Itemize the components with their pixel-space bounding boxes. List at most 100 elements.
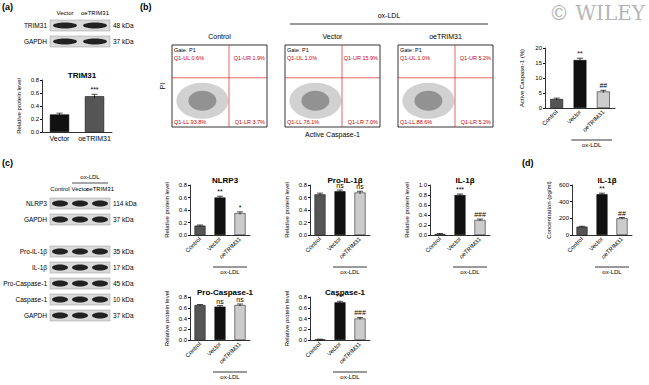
svg-text:0.4: 0.4 — [179, 207, 188, 213]
svg-text:ox-LDL: ox-LDL — [582, 142, 602, 148]
svg-text:400: 400 — [559, 199, 570, 205]
svg-text:0.0: 0.0 — [31, 129, 40, 135]
svg-text:Caspase-1: Caspase-1 — [16, 296, 48, 304]
svg-text:TRIM31: TRIM31 — [68, 71, 97, 80]
svg-text:0.2: 0.2 — [299, 326, 308, 332]
svg-text:*: * — [239, 204, 242, 211]
svg-text:Gate: P1: Gate: P1 — [174, 47, 196, 53]
svg-text:oeTRIM31: oeTRIM31 — [78, 135, 111, 142]
svg-text:Pro-Caspase-1: Pro-Caspase-1 — [3, 280, 47, 288]
svg-text:0.2: 0.2 — [179, 220, 188, 226]
svg-text:Q1-LR 5.2%: Q1-LR 5.2% — [461, 119, 491, 125]
svg-text:oeTRIM31: oeTRIM31 — [338, 235, 362, 259]
svg-text:Q1-UR 1.9%: Q1-UR 1.9% — [234, 55, 265, 61]
svg-text:Concentration (pg/ml): Concentration (pg/ml) — [546, 181, 552, 239]
svg-text:Vector: Vector — [566, 109, 582, 125]
svg-text:NLRP3: NLRP3 — [26, 200, 47, 207]
svg-text:GAPDH: GAPDH — [24, 312, 47, 319]
svg-text:Q1-LL 88.6%: Q1-LL 88.6% — [400, 119, 432, 125]
svg-text:Pro-Caspase-1: Pro-Caspase-1 — [197, 288, 254, 297]
svg-text:IL-1β: IL-1β — [455, 176, 474, 185]
svg-text:GAPDH: GAPDH — [24, 216, 47, 223]
svg-text:oeTRIM31: oeTRIM31 — [458, 235, 482, 259]
svg-text:Vector: Vector — [323, 33, 344, 40]
svg-text:ox-LDL: ox-LDL — [340, 269, 360, 275]
svg-text:(a): (a) — [2, 2, 13, 12]
svg-text:**: ** — [599, 185, 605, 192]
svg-text:0.8: 0.8 — [419, 192, 428, 198]
svg-text:##: ## — [599, 82, 607, 89]
svg-text:Q1-LL 76.1%: Q1-LL 76.1% — [287, 119, 319, 125]
svg-text:0.8: 0.8 — [31, 77, 40, 83]
svg-text:IL-1β: IL-1β — [32, 264, 47, 272]
svg-text:0.6: 0.6 — [299, 195, 308, 201]
svg-text:0: 0 — [566, 232, 570, 238]
svg-text:Q1-UL 1.0%: Q1-UL 1.0% — [400, 55, 430, 61]
svg-text:Vector: Vector — [206, 236, 222, 252]
svg-text:0.6: 0.6 — [179, 195, 188, 201]
svg-text:Vector: Vector — [326, 236, 342, 252]
svg-text:Caspase-1: Caspase-1 — [325, 288, 366, 297]
svg-text:0.8: 0.8 — [299, 294, 308, 300]
svg-text:0.2: 0.2 — [299, 220, 308, 226]
svg-text:10: 10 — [535, 75, 542, 81]
svg-text:Control: Control — [541, 109, 559, 127]
svg-text:Pro-IL-1β: Pro-IL-1β — [20, 248, 47, 256]
svg-text:Q1-UL 0.6%: Q1-UL 0.6% — [174, 55, 204, 61]
svg-text:***: *** — [90, 86, 98, 93]
svg-text:Q1-UR 5.2%: Q1-UR 5.2% — [460, 55, 491, 61]
svg-text:Q1-UL 1.0%: Q1-UL 1.0% — [287, 55, 317, 61]
svg-text:Vector: Vector — [446, 236, 462, 252]
svg-text:**: ** — [217, 188, 223, 195]
svg-text:48 kDa: 48 kDa — [113, 22, 134, 29]
svg-text:0.0: 0.0 — [299, 337, 308, 343]
svg-text:oeTRIM31: oeTRIM31 — [338, 340, 362, 364]
svg-text:GAPDH: GAPDH — [24, 38, 47, 45]
svg-text:600: 600 — [559, 182, 570, 188]
svg-text:0.0: 0.0 — [419, 232, 428, 238]
svg-text:Relative protein level: Relative protein level — [16, 78, 22, 134]
svg-text:1.0: 1.0 — [419, 182, 428, 188]
svg-text:ox-LDL: ox-LDL — [602, 269, 622, 275]
svg-text:Q1-UR 15.9%: Q1-UR 15.9% — [344, 55, 378, 61]
svg-text:###: ### — [474, 211, 486, 218]
svg-text:ox-LDL: ox-LDL — [220, 269, 240, 275]
svg-text:Relative protein level: Relative protein level — [404, 182, 410, 238]
svg-text:0.4: 0.4 — [31, 103, 40, 109]
svg-text:Gate: P1: Gate: P1 — [287, 47, 309, 53]
svg-text:Relative protein level: Relative protein level — [284, 291, 290, 347]
svg-text:Q1-LR 7.0%: Q1-LR 7.0% — [348, 119, 378, 125]
svg-text:**: ** — [577, 50, 583, 57]
svg-text:TRIM31: TRIM31 — [24, 22, 48, 29]
svg-text:Active Caspase-1 (%): Active Caspase-1 (%) — [519, 49, 525, 107]
svg-text:0.8: 0.8 — [299, 182, 308, 188]
svg-text:###: ### — [354, 309, 366, 316]
svg-text:oeTRIM31: oeTRIM31 — [600, 235, 624, 259]
svg-text:***: *** — [456, 186, 464, 193]
svg-text:oeTRIM31: oeTRIM31 — [81, 10, 110, 16]
svg-text:ns: ns — [236, 296, 244, 303]
svg-text:Vector: Vector — [588, 236, 604, 252]
svg-text:0.6: 0.6 — [179, 305, 188, 311]
svg-text:Vector: Vector — [56, 10, 73, 16]
svg-text:oeTRIM31: oeTRIM31 — [581, 108, 605, 132]
svg-text:15: 15 — [535, 60, 542, 66]
svg-text:Vector: Vector — [326, 341, 342, 357]
svg-text:© WILEY: © WILEY — [549, 1, 646, 25]
svg-text:oeTRIM31: oeTRIM31 — [429, 33, 462, 40]
svg-text:114 kDa: 114 kDa — [113, 200, 137, 207]
svg-text:0.6: 0.6 — [419, 202, 428, 208]
svg-text:37 kDa: 37 kDa — [113, 38, 134, 45]
svg-text:0.0: 0.0 — [179, 232, 188, 238]
svg-text:ox-LDL: ox-LDL — [340, 374, 360, 380]
svg-text:0.4: 0.4 — [299, 207, 308, 213]
svg-text:20: 20 — [535, 45, 542, 51]
svg-text:ox-LDL: ox-LDL — [220, 374, 240, 380]
svg-text:Control: Control — [184, 236, 202, 254]
svg-text:IL-1β: IL-1β — [597, 176, 616, 185]
svg-text:17 kDa: 17 kDa — [113, 264, 134, 271]
svg-text:oeTRIM31: oeTRIM31 — [218, 235, 242, 259]
svg-text:0.4: 0.4 — [419, 212, 428, 218]
svg-text:0.2: 0.2 — [31, 116, 40, 122]
svg-text:37 kDa: 37 kDa — [113, 312, 134, 319]
